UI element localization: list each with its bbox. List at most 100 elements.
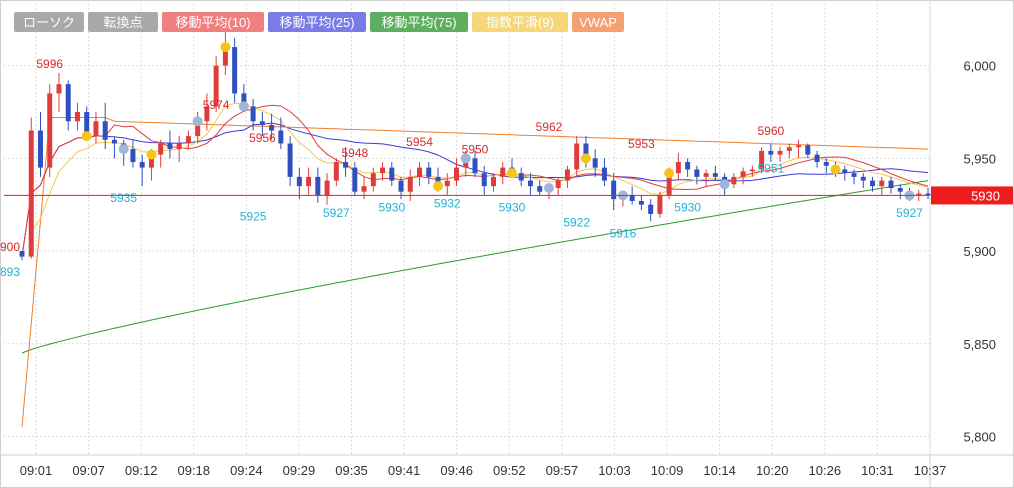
candle [611, 173, 617, 211]
high-annotation: 5956 [249, 131, 276, 145]
candle [37, 111, 43, 177]
candle [648, 199, 654, 222]
candle [389, 162, 395, 187]
turning-point-dot [146, 149, 157, 160]
candle [222, 30, 228, 75]
candle [176, 136, 182, 163]
x-tick-label: 10:31 [861, 463, 894, 478]
low-annotation: 5925 [240, 210, 267, 224]
candle [204, 93, 210, 131]
x-tick-label: 09:24 [230, 463, 263, 478]
candle [897, 184, 903, 200]
candle [925, 188, 931, 200]
vwap-line [21, 117, 929, 428]
candle [574, 136, 580, 177]
turning-point-dot [192, 116, 203, 127]
candle [685, 158, 691, 177]
low-annotation: 5927 [323, 206, 350, 220]
candle [269, 113, 275, 140]
candle [278, 117, 284, 150]
candle [65, 80, 71, 131]
x-tick-label: 10:37 [914, 463, 947, 478]
x-tick-label: 09:57 [546, 463, 579, 478]
candle [555, 176, 561, 196]
candle [93, 111, 99, 144]
candle [759, 147, 765, 174]
candle [870, 176, 876, 192]
legend-chip[interactable]: 移動平均(10) [162, 12, 264, 32]
x-tick-label: 09:12 [125, 463, 158, 478]
y-tick-label: 6,000 [963, 59, 996, 74]
candle [19, 251, 25, 261]
candle [102, 102, 108, 150]
y-tick-label: 5,850 [963, 337, 996, 352]
candle [213, 56, 219, 112]
svg-text:移動平均(75): 移動平均(75) [381, 15, 456, 30]
turning-point-dot [220, 42, 231, 53]
candle [518, 167, 524, 187]
candle [111, 136, 117, 159]
candle [805, 143, 811, 159]
candle [287, 136, 293, 187]
current-price-box [931, 186, 1013, 205]
y-tick-label: 5,800 [963, 429, 996, 444]
candle [851, 169, 857, 185]
x-tick-label: 09:41 [388, 463, 421, 478]
candle [537, 180, 543, 196]
candle [324, 173, 330, 205]
candle [352, 162, 358, 196]
turning-point-dot [664, 168, 675, 179]
candle [306, 167, 312, 196]
turning-point-dot [460, 153, 471, 164]
legend-chip[interactable]: 指数平滑(9) [472, 12, 568, 32]
low-annotation: 5916 [610, 226, 637, 240]
x-tick-label: 09:46 [440, 463, 473, 478]
candle [490, 173, 496, 192]
legend-chip[interactable]: ローソク [14, 12, 84, 32]
candle [638, 195, 644, 211]
svg-text:移動平均(25): 移動平均(25) [279, 15, 354, 30]
candle [777, 147, 783, 163]
candle [56, 73, 62, 112]
edge-annotation: 900 [0, 240, 20, 254]
candle [167, 130, 173, 159]
candle [259, 111, 265, 137]
candle [444, 173, 450, 196]
low-annotation: 5935 [110, 191, 137, 205]
svg-text:指数平滑(9): 指数平滑(9) [486, 15, 554, 30]
turning-point-dot [719, 179, 730, 190]
candle [564, 165, 570, 188]
candle [740, 167, 746, 185]
candle [454, 158, 460, 187]
low-annotation: 5951 [757, 161, 784, 175]
low-annotation: 5930 [499, 200, 526, 214]
legend-chip[interactable]: 移動平均(25) [268, 12, 366, 32]
ma75-line [21, 180, 929, 354]
edge-annotation: 893 [0, 265, 20, 279]
candle [250, 99, 256, 131]
x-tick-label: 09:01 [20, 463, 53, 478]
legend-chip[interactable]: 移動平均(75) [370, 12, 468, 32]
y-tick-label: 5,950 [963, 151, 996, 166]
legend-chip[interactable]: VWAP [572, 12, 624, 32]
legend-chip[interactable]: 転換点 [88, 12, 158, 32]
candle [527, 173, 533, 196]
high-annotation: 5950 [462, 142, 489, 156]
low-annotation: 5930 [378, 200, 405, 214]
x-tick-label: 10:20 [756, 463, 789, 478]
x-tick-label: 10:14 [703, 463, 736, 478]
x-tick-label: 09:35 [335, 463, 368, 478]
turning-point-dot [118, 144, 129, 155]
candle [601, 158, 607, 187]
current-price-label: 5930 [971, 188, 1000, 203]
candle [426, 162, 432, 185]
candle [860, 173, 866, 188]
high-annotation: 5962 [536, 120, 563, 134]
candle [879, 176, 885, 196]
candle [712, 165, 718, 181]
candle [675, 152, 681, 181]
candle [130, 139, 136, 168]
candle [417, 162, 423, 187]
high-annotation: 5974 [203, 98, 230, 112]
x-tick-label: 10:26 [809, 463, 842, 478]
